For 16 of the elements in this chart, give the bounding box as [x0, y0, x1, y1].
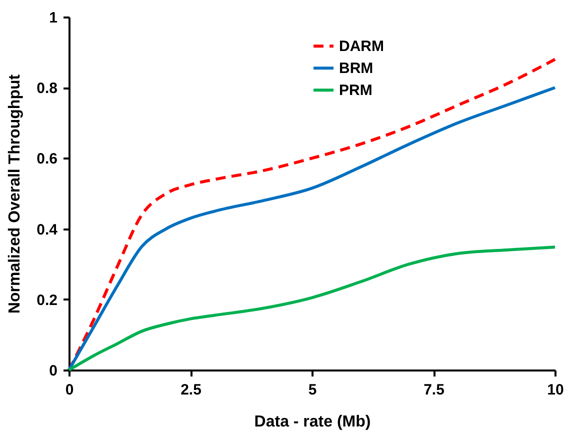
- legend-label: BRM: [339, 60, 374, 78]
- y-tick-label: 0.2: [36, 292, 58, 309]
- x-tick-label: 10: [547, 382, 564, 398]
- x-tick-label: 0: [65, 382, 74, 398]
- y-axis-title: Normalized Overall Throughput: [6, 74, 24, 314]
- x-axis-title: Data - rate (Mb): [254, 414, 371, 430]
- y-tick-label: 0: [49, 362, 58, 380]
- x-tick-label: 7.5: [424, 382, 444, 398]
- y-tick-label: 0.6: [36, 150, 58, 168]
- x-tick-label: 5: [308, 382, 317, 398]
- y-tick-label: 0.8: [36, 80, 58, 98]
- y-tick-label: 0.4: [36, 221, 58, 238]
- legend-label: PRM: [339, 82, 372, 100]
- y-tick-label: 1: [49, 10, 58, 26]
- legend-label: DARM: [339, 38, 384, 56]
- x-tick-label: 2.5: [180, 382, 202, 398]
